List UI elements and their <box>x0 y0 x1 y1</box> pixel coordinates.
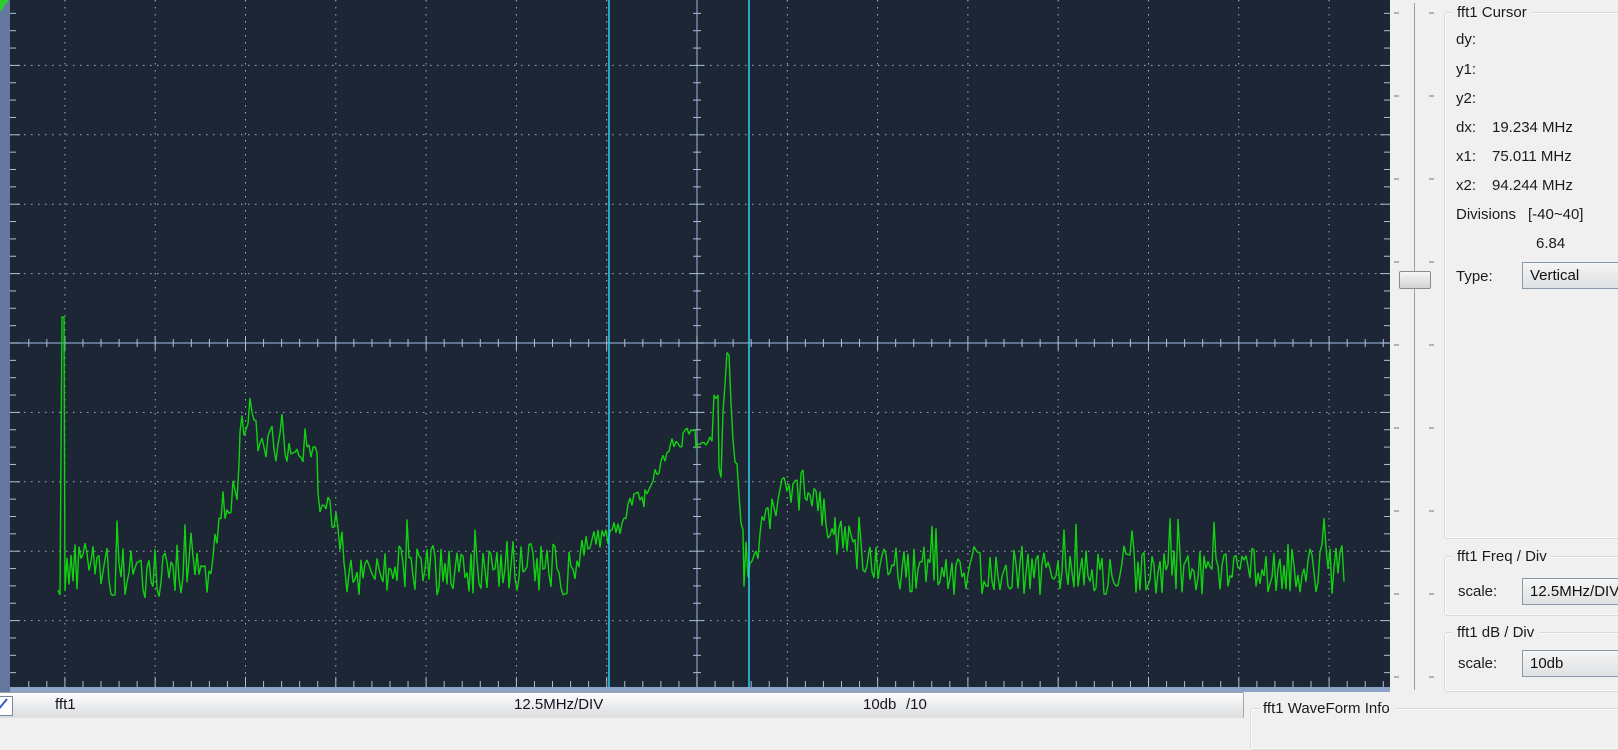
trace-position-marker[interactable] <box>0 0 9 12</box>
cursor-x2-value: 94.244 MHz <box>1492 177 1573 194</box>
db-scale-selected: 10db <box>1530 655 1564 672</box>
cursor-dx-label: dx: <box>1456 119 1477 136</box>
cursor-type-selected: Vertical <box>1530 267 1580 284</box>
cursor-y2-label: y2: <box>1456 90 1477 107</box>
status-bar: fft1 12.5MHz/DIV 10db /10 <box>0 692 1244 718</box>
freq-scale-label: scale: <box>1458 583 1498 600</box>
freq-scale-combobox[interactable]: 12.5MHz/DIV <box>1522 578 1618 605</box>
db-div-groupbox: fft1 dB / Div <box>1444 624 1618 692</box>
cursor-x1-label: x1: <box>1456 148 1477 165</box>
cursor-x2-label: x2: <box>1456 177 1477 194</box>
cursor-groupbox-title: fft1 Cursor <box>1453 4 1531 21</box>
divisions-label: Divisions <box>1456 206 1517 223</box>
divisions-range-value: [-40~40] <box>1528 206 1584 223</box>
cursor-x1-value: 75.011 MHz <box>1492 148 1572 165</box>
cursor-type-combobox[interactable]: Vertical <box>1522 262 1618 289</box>
plot-background <box>0 0 1390 692</box>
db-scale-label: scale: <box>1458 655 1498 672</box>
cursor-y1-label: y1: <box>1456 61 1477 78</box>
check-slash-icon <box>0 698 8 709</box>
fft-trace <box>57 316 1345 599</box>
cursor-dx-value: 19.234 MHz <box>1492 119 1573 136</box>
slider-tick-marks-left <box>1394 12 1399 684</box>
vertical-slider-thumb[interactable] <box>1399 271 1431 289</box>
waveform-info-groupbox: fft1 WaveForm Info <box>1250 700 1618 750</box>
divisions-extra-value: 6.84 <box>1536 235 1566 252</box>
vertical-slider-track[interactable] <box>1414 3 1415 690</box>
status-trace-name[interactable]: fft1 <box>55 696 76 713</box>
plot-bottom-border <box>0 687 1390 692</box>
waveform-info-title: fft1 WaveForm Info <box>1259 700 1394 717</box>
status-db-per-div: 10db <box>863 696 897 713</box>
freq-div-groupbox-title: fft1 Freq / Div <box>1453 548 1551 565</box>
status-freq-per-div: 12.5MHz/DIV <box>514 696 604 713</box>
db-div-groupbox-title: fft1 dB / Div <box>1453 624 1539 641</box>
freq-div-groupbox: fft1 Freq / Div <box>1444 548 1618 616</box>
freq-scale-selected: 12.5MHz/DIV <box>1530 583 1618 600</box>
cursor-dy-label: dy: <box>1456 31 1477 48</box>
right-settings-panel: fft1 Cursor dy: y1: y2: dx: 19.234 MHz x… <box>1440 0 1618 718</box>
plot-left-border <box>0 0 10 692</box>
db-scale-combobox[interactable]: 10db <box>1522 650 1618 677</box>
axis-tick-marks <box>10 12 1390 687</box>
fft-plot-area[interactable] <box>0 0 1390 692</box>
trace-visibility-checkbox[interactable] <box>0 696 13 716</box>
slider-tick-marks-right <box>1429 12 1434 684</box>
cursor-groupbox: fft1 Cursor <box>1444 4 1618 539</box>
cursor-type-label: Type: <box>1456 268 1493 285</box>
status-ratio: /10 <box>906 696 927 713</box>
fft-plot-canvas <box>0 0 1390 692</box>
